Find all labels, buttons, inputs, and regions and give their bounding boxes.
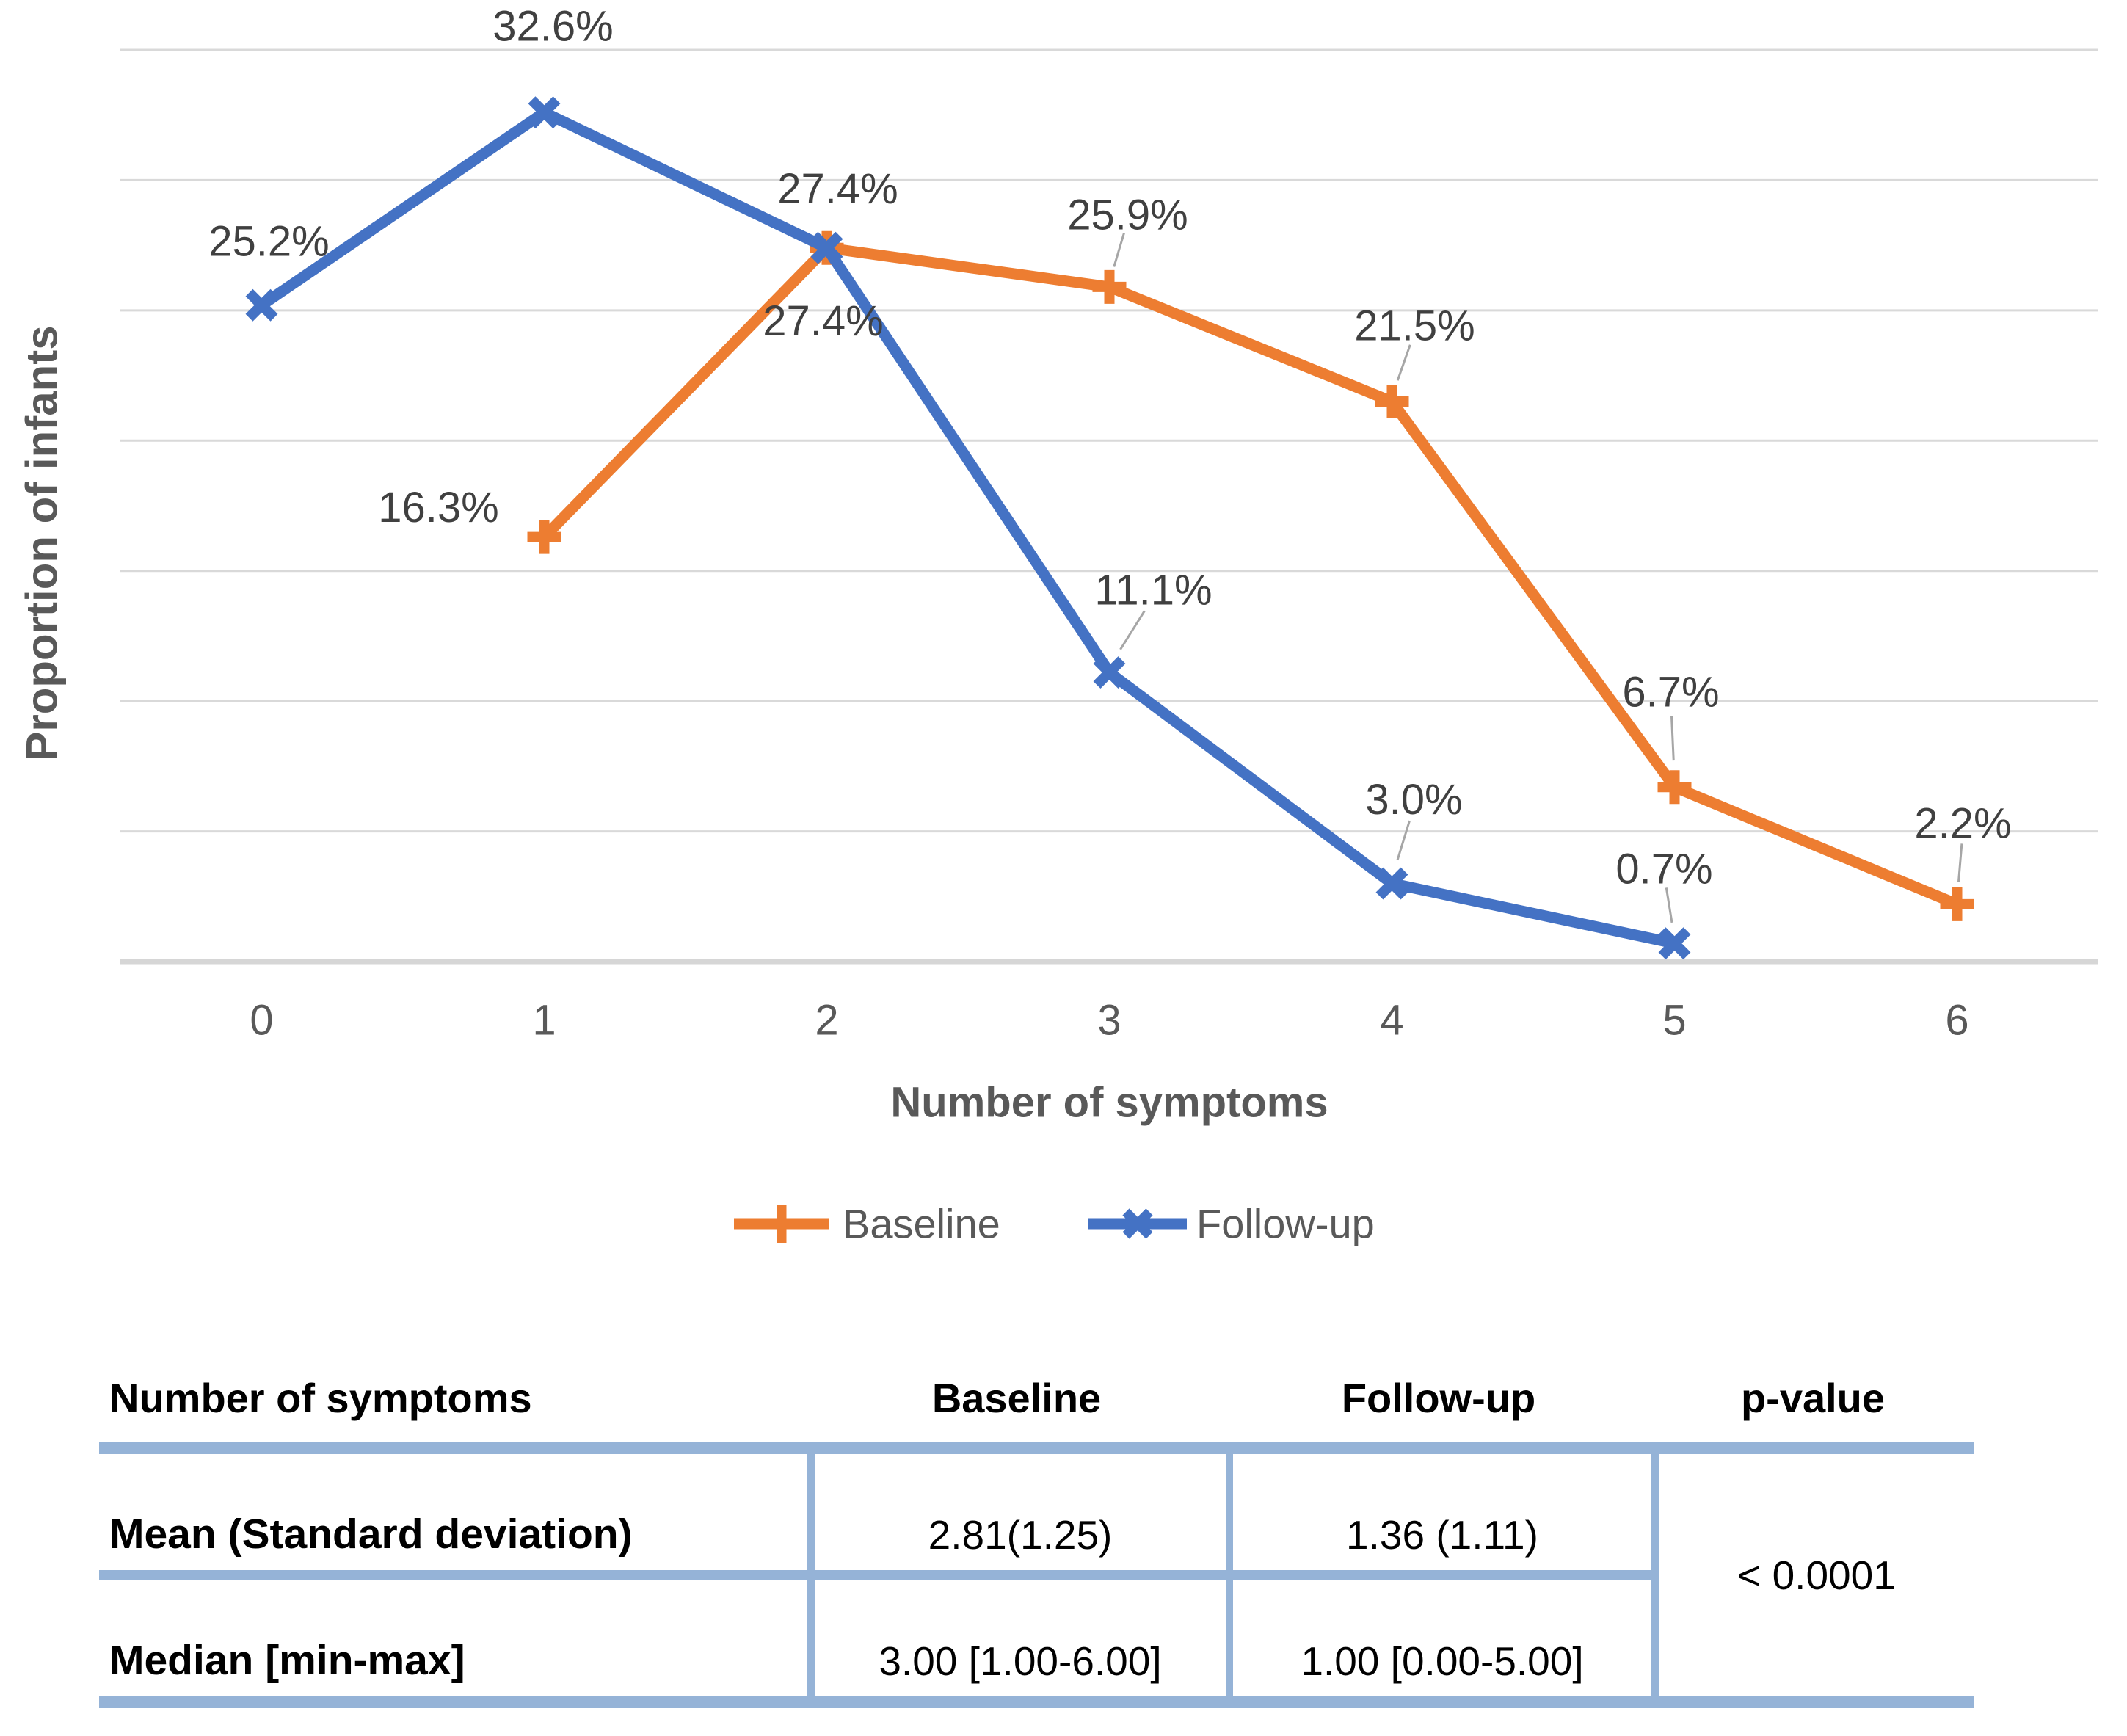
data-label: 21.5% [1354, 302, 1475, 350]
data-label: 3.0% [1365, 776, 1462, 824]
x-marker-icon [528, 96, 561, 129]
x-tick-label: 2 [815, 997, 838, 1045]
plus-marker-icon [1375, 385, 1409, 419]
data-label: 25.2% [208, 217, 329, 265]
table-row-median-label: Median [min-max] [109, 1637, 465, 1684]
table-header-pvalue: p-value [1740, 1374, 1886, 1421]
data-label-leader-line [1670, 716, 1675, 761]
table-cell-median-baseline: 3.00 [1.00-6.00] [807, 1580, 1226, 1696]
table-cell-pvalue: < 0.0001 [1651, 1454, 1974, 1696]
x-tick-label: 1 [532, 997, 556, 1045]
data-label-leader-line [1665, 887, 1673, 923]
x-tick-label: 6 [1945, 997, 1968, 1045]
x-tick-label: 5 [1662, 997, 1686, 1045]
summary-table: Number of symptoms Baseline Follow-up p-… [99, 1353, 1974, 1708]
table-mid-rule [99, 1570, 1651, 1580]
symptoms-line-chart: 16.3% 27.4% 25.9% 21.5% 6.7% 2.2% 25.2% 32.6% 27… [18, 3, 2098, 1247]
legend-label: Baseline [843, 1201, 1000, 1247]
x-marker-icon [245, 288, 278, 322]
y-axis-title: Proportion of infants [18, 325, 67, 760]
data-label: 27.4% [777, 165, 898, 213]
x-tick-label: 3 [1097, 997, 1121, 1045]
table-header-baseline: Baseline [931, 1374, 1102, 1421]
series-line-follow-up [256, 106, 1680, 949]
data-label: 6.7% [1622, 669, 1719, 716]
plus-marker-icon [1657, 770, 1692, 805]
table-cell-mean-baseline: 2.81(1.25) [807, 1454, 1226, 1570]
table-header-followup: Follow-up [1341, 1374, 1536, 1421]
data-label: 2.2% [1914, 799, 2011, 847]
data-label-leader-line [1113, 232, 1125, 267]
plus-marker-icon [1940, 887, 1974, 921]
x-marker-icon [1375, 867, 1408, 900]
series-line-baseline [539, 242, 1963, 910]
table-cell-mean-followup: 1.36 (1.11) [1226, 1454, 1651, 1570]
x-marker-icon [1093, 656, 1126, 689]
data-label: 25.9% [1067, 191, 1188, 239]
x-marker-icon [1658, 927, 1691, 960]
data-label: 0.7% [1615, 846, 1712, 893]
data-label-leader-line [1396, 344, 1411, 381]
data-label: 32.6% [492, 3, 613, 51]
data-label-leader-line [1396, 820, 1411, 861]
table-header-number-of-symptoms: Number of symptoms [109, 1374, 532, 1421]
legend-label: Follow-up [1196, 1201, 1375, 1247]
legend-x-marker-icon [1122, 1208, 1153, 1239]
table-bottom-rule [99, 1696, 1974, 1708]
data-label-leader-line [1119, 610, 1146, 650]
x-marker-icon [810, 231, 843, 264]
plus-marker-icon [1092, 269, 1127, 304]
data-label: 16.3% [378, 484, 498, 531]
x-axis-title: Number of symptoms [890, 1079, 1328, 1127]
data-label: 27.4% [763, 297, 883, 345]
table-cell-median-followup: 1.00 [0.00-5.00] [1226, 1580, 1651, 1696]
plus-marker-icon [527, 520, 561, 554]
x-tick-label: 0 [250, 997, 273, 1045]
data-label-leader-line [1957, 843, 1963, 882]
data-label: 11.1% [1094, 567, 1212, 614]
x-tick-label: 4 [1380, 997, 1403, 1045]
table-row-mean-label: Mean (Standard deviation) [109, 1511, 633, 1558]
table-top-rule [99, 1442, 1974, 1454]
